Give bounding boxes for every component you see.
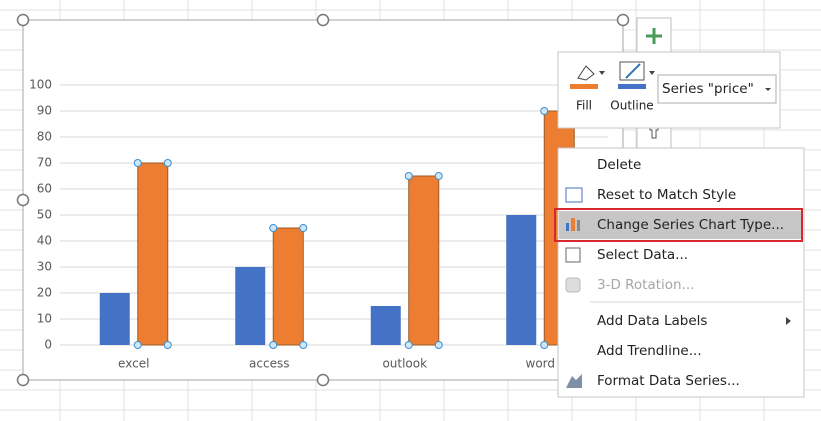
bar-selection-handle: [404, 172, 413, 180]
outline-pen: [625, 63, 641, 79]
bar-selection-handle: [269, 341, 278, 349]
bar[interactable]: [506, 215, 537, 345]
menu-icon: [566, 223, 569, 231]
menu-icon: [565, 187, 583, 203]
chart-handle[interactable]: [316, 13, 330, 27]
bar-selection-handle: [163, 341, 172, 349]
bar-selection-handle: [540, 341, 549, 349]
bar[interactable]: [370, 306, 401, 345]
menu-item[interactable]: Reset to Match Style: [597, 187, 736, 203]
bar[interactable]: [235, 267, 266, 345]
chart-elements-button[interactable]: [636, 17, 672, 53]
outline-icon[interactable]: [619, 61, 645, 81]
x-tick-label: access: [249, 357, 289, 371]
outline-color: [618, 84, 646, 89]
y-tick-label: 100: [29, 78, 52, 92]
plus-icon: [646, 28, 662, 44]
menu-icon: [565, 247, 581, 263]
chart-handle[interactable]: [316, 373, 330, 387]
bar-selection-handle: [299, 224, 308, 232]
submenu-arrow: [786, 317, 791, 325]
menu-icon: [577, 220, 580, 231]
x-tick-label: excel: [118, 357, 149, 371]
bar[interactable]: [272, 227, 304, 346]
y-tick-label: 50: [37, 208, 52, 222]
menu-item[interactable]: Change Series Chart Type...: [597, 217, 784, 233]
bar-selection-handle: [404, 341, 413, 349]
series-dropdown[interactable]: [657, 74, 777, 104]
menu-icon: [565, 277, 581, 293]
context-menu: [557, 147, 805, 398]
bar[interactable]: [408, 175, 440, 346]
y-tick-label: 20: [37, 286, 52, 300]
chart-handle[interactable]: [616, 13, 630, 27]
outline-label: Outline: [610, 99, 653, 113]
bar-selection-handle: [299, 341, 308, 349]
x-tick-label: word: [526, 357, 556, 371]
y-tick-label: 90: [37, 104, 52, 118]
fill-label: Fill: [576, 99, 592, 113]
bar-selection-handle: [133, 159, 142, 167]
fill-color: [570, 84, 598, 89]
bar-selection-handle: [163, 159, 172, 167]
menu-items: Delete Reset to Match Style Change Series …: [554, 157, 803, 389]
bar-selection-handle: [434, 172, 443, 180]
y-tick-label: 80: [37, 130, 52, 144]
bar-selection-handle: [269, 224, 278, 232]
bar-selection-handle: [133, 341, 142, 349]
menu-item-highlight: [559, 211, 801, 239]
dropdown-arrow: [765, 88, 771, 91]
chart-handle[interactable]: [16, 373, 30, 387]
menu-item[interactable]: Delete: [597, 157, 641, 173]
menu-icon: [566, 374, 582, 388]
x-tick-label: outlook: [382, 357, 427, 371]
bar[interactable]: [137, 162, 169, 346]
y-tick-label: 0: [44, 338, 52, 352]
bar-selection-handle: [434, 341, 443, 349]
fill-arrow[interactable]: [599, 71, 605, 75]
mini-toolbar: Fill Outline Series "price": [557, 51, 781, 129]
menu-item[interactable]: Format Data Series...: [597, 373, 740, 389]
highlight-outline: [554, 208, 803, 242]
menu-item[interactable]: Add Trendline...: [597, 343, 702, 359]
bar-selection-handle: [540, 107, 549, 115]
menu-item[interactable]: Add Data Labels: [597, 313, 707, 329]
menu-item[interactable]: Select Data...: [597, 247, 688, 263]
menu-item: 3-D Rotation...: [597, 277, 694, 293]
chart-handle[interactable]: [16, 193, 30, 207]
fill-icon[interactable]: [577, 65, 595, 81]
menu-icon: [571, 218, 575, 231]
y-tick-label: 30: [37, 260, 52, 274]
y-tick-label: 10: [37, 312, 52, 326]
y-tick-label: 70: [37, 156, 52, 170]
bar[interactable]: [99, 293, 130, 345]
y-tick-label: 40: [37, 234, 52, 248]
y-tick-label: 60: [37, 182, 52, 196]
chart-handle[interactable]: [16, 13, 30, 27]
series-dropdown-text: Series "price": [662, 81, 754, 97]
outline-arrow[interactable]: [649, 71, 655, 75]
